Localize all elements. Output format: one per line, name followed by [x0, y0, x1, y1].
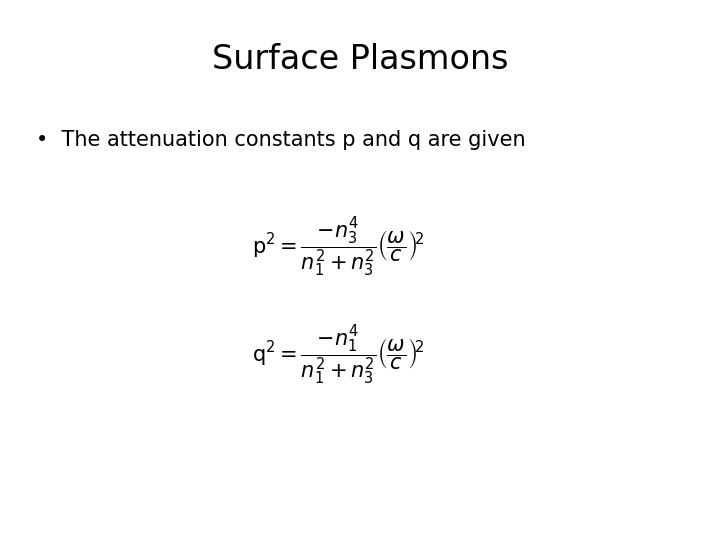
Text: •  The attenuation constants p and q are given: • The attenuation constants p and q are …	[36, 130, 526, 150]
Text: $\mathrm{q}^2 = \dfrac{-n_1^4}{n_1^2 + n_3^2}\left(\dfrac{\omega}{c}\right)^{\!2: $\mathrm{q}^2 = \dfrac{-n_1^4}{n_1^2 + n…	[252, 324, 425, 387]
Text: Surface Plasmons: Surface Plasmons	[212, 43, 508, 76]
Text: $\mathrm{p}^2 = \dfrac{-n_3^4}{n_1^2 + n_3^2}\left(\dfrac{\omega}{c}\right)^{\!2: $\mathrm{p}^2 = \dfrac{-n_3^4}{n_1^2 + n…	[252, 216, 425, 279]
